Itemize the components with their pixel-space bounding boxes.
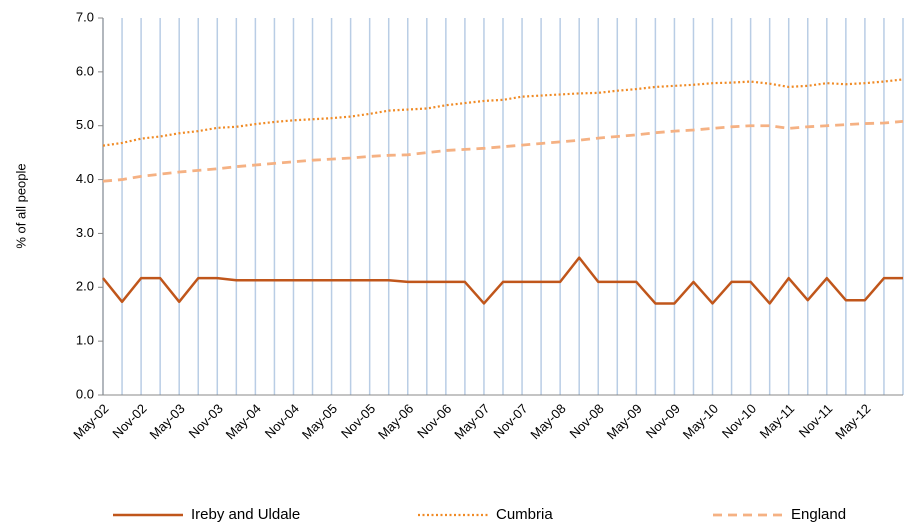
y-tick-label: 2.0 [76,279,94,294]
x-tick-label: May-10 [680,401,721,442]
x-tick-label: May-08 [527,401,568,442]
y-tick-label: 6.0 [76,63,94,78]
x-tick-label: Nov-02 [109,401,149,441]
y-tick-label: 5.0 [76,117,94,132]
y-tick-label: 7.0 [76,9,94,24]
x-tick-label: May-03 [146,401,187,442]
y-tick-label: 1.0 [76,333,94,348]
x-tick-label: May-02 [70,401,111,442]
x-tick-label: May-09 [604,401,645,442]
series-line [102,256,903,305]
legend-label: England [791,506,846,523]
x-tick-label: May-06 [375,401,416,442]
x-tick-label: Nov-07 [490,401,530,441]
x-tick-label: Nov-10 [719,401,759,441]
x-tick-label: Nov-05 [338,401,378,441]
x-tick-label: Nov-06 [414,401,454,441]
x-tick-label: May-07 [451,401,492,442]
y-tick-label: 0.0 [76,386,94,401]
x-tick-label: Nov-11 [796,401,836,441]
x-tick-label: Nov-08 [567,401,607,441]
y-axis-label: % of all people [13,163,28,248]
x-tick-label: May-12 [832,401,873,442]
legend-label: Ireby and Uldale [191,506,300,523]
x-tick-label: May-05 [299,401,340,442]
x-tick-label: Nov-04 [262,401,302,441]
x-tick-label: May-04 [223,401,264,442]
y-tick-label: 4.0 [76,171,94,186]
x-tick-label: Nov-03 [186,401,226,441]
legend-label: Cumbria [496,506,553,523]
x-tick-label: Nov-09 [643,401,683,441]
series-line [102,78,904,147]
x-tick-label: May-11 [757,401,798,442]
y-tick-label: 3.0 [76,225,94,240]
